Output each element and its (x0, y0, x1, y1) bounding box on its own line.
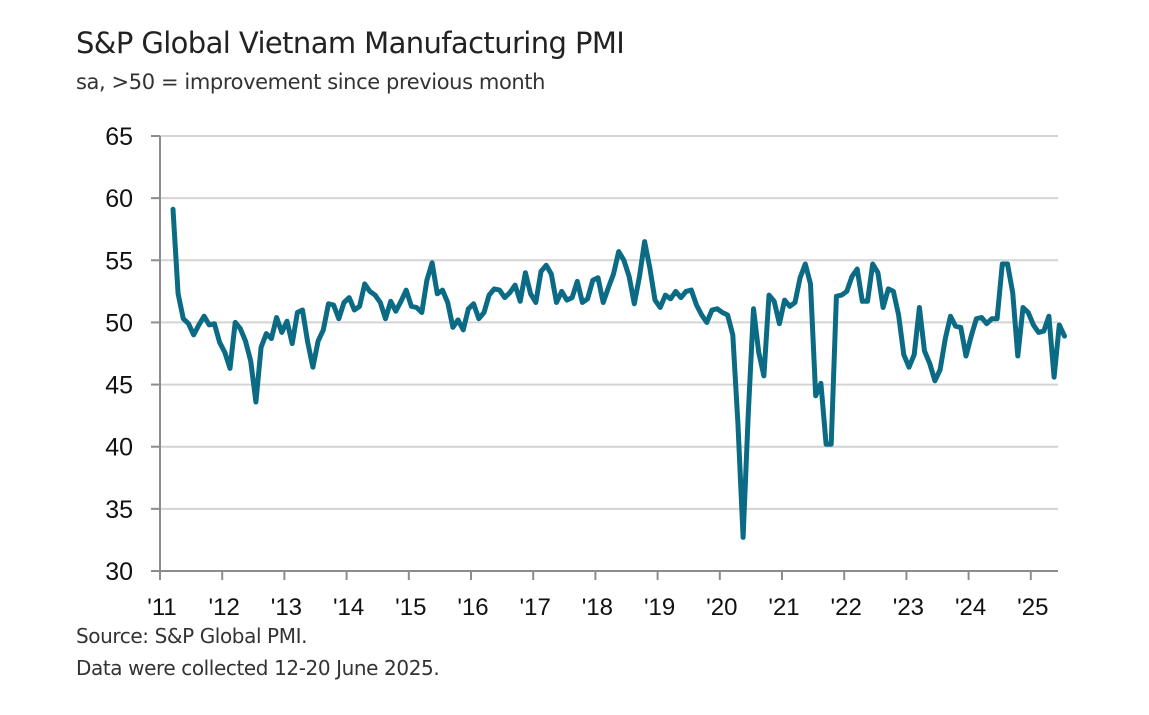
y-tick-label: 60 (105, 185, 133, 213)
x-tick-label: '17 (520, 594, 551, 621)
y-tick-label: 40 (105, 434, 133, 462)
x-tick-label: '24 (955, 594, 986, 621)
x-tick-label: '23 (893, 594, 924, 621)
y-tick-label: 50 (105, 309, 133, 337)
x-tick-label: '14 (333, 594, 364, 621)
x-tick-label: '18 (582, 594, 613, 621)
x-tick-label: '15 (395, 594, 426, 621)
series-line (170, 206, 1067, 540)
source-note: Source: S&P Global PMI. (76, 624, 308, 648)
series-group (170, 206, 1067, 540)
x-tick-label: '11 (147, 594, 177, 621)
chart-subtitle: sa, >50 = improvement since previous mon… (76, 70, 546, 94)
x-tick-label: '19 (644, 594, 675, 621)
y-tick-label: 35 (105, 496, 133, 524)
x-tick-label: '25 (1017, 594, 1048, 621)
x-tick-label: '20 (706, 594, 737, 621)
collection-note: Data were collected 12-20 June 2025. (76, 656, 440, 680)
x-tick-label: '12 (209, 594, 240, 621)
y-tick-label: 30 (105, 558, 133, 586)
x-axis-tick-labels: '11 '12 '13 '14 '15 '16 '17 '18 '19 '20 '21 '22 '23 '… (147, 594, 1048, 621)
x-tick-label: '13 (271, 594, 302, 621)
y-tick-label: 45 (105, 372, 133, 400)
y-tick-label: 65 (105, 123, 133, 151)
x-tick-label: '16 (457, 594, 488, 621)
y-axis-tick-labels: 30 35 40 45 50 55 60 65 (105, 123, 133, 586)
gridlines (160, 135, 1058, 510)
chart-title: S&P Global Vietnam Manufacturing PMI (76, 26, 625, 60)
x-tick-label: '22 (831, 594, 862, 621)
y-tick-label: 55 (105, 247, 133, 275)
x-tick-label: '21 (768, 594, 799, 621)
axes (151, 135, 1058, 580)
